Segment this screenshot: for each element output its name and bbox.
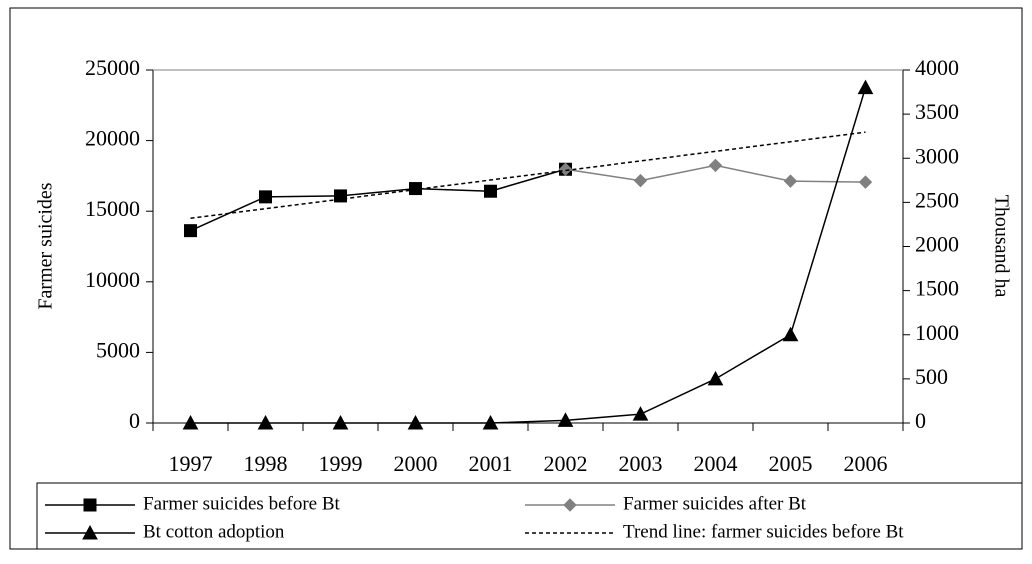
point bbox=[482, 414, 499, 430]
y-tick-label: 20000 bbox=[85, 126, 140, 151]
x-tick-label: 2002 bbox=[544, 451, 588, 476]
y2-tick-label: 1500 bbox=[915, 276, 959, 301]
point bbox=[632, 406, 649, 421]
legend-marker bbox=[563, 498, 577, 512]
point bbox=[557, 412, 574, 427]
point bbox=[257, 414, 274, 430]
y2-tick-label: 2000 bbox=[915, 232, 959, 257]
legend-marker bbox=[82, 524, 98, 540]
point bbox=[708, 158, 723, 173]
point bbox=[334, 189, 347, 203]
x-tick-label: 1999 bbox=[319, 451, 363, 476]
point bbox=[484, 184, 497, 198]
legend-label: Trend line: farmer suicides before Bt bbox=[623, 521, 904, 542]
y2-tick-label: 4000 bbox=[915, 55, 959, 80]
y2-tick-label: 3000 bbox=[915, 143, 959, 168]
legend-label: Bt cotton adoption bbox=[143, 521, 285, 542]
y-tick-label: 15000 bbox=[85, 196, 140, 221]
x-tick-label: 1998 bbox=[244, 451, 288, 476]
point bbox=[407, 414, 424, 430]
point bbox=[782, 326, 799, 342]
y2-tick-label: 0 bbox=[915, 408, 926, 433]
y2-tick-label: 3500 bbox=[915, 99, 959, 124]
x-tick-label: 2005 bbox=[769, 451, 813, 476]
x-tick-label: 1997 bbox=[169, 451, 213, 476]
point bbox=[182, 414, 199, 430]
legend-label: Farmer suicides before Bt bbox=[143, 493, 341, 514]
y-tick-label: 5000 bbox=[96, 337, 140, 362]
legend-marker bbox=[83, 498, 97, 512]
y-tick-label: 10000 bbox=[85, 267, 140, 292]
y-tick-label: 25000 bbox=[85, 55, 140, 80]
y-tick-label: 0 bbox=[129, 408, 140, 433]
x-tick-label: 2003 bbox=[619, 451, 663, 476]
point bbox=[707, 370, 724, 386]
x-tick-label: 2004 bbox=[694, 451, 738, 476]
x-tick-label: 2006 bbox=[844, 451, 888, 476]
y2-tick-label: 2500 bbox=[915, 187, 959, 212]
y-axis-label: Farmer suicides bbox=[35, 182, 57, 309]
point bbox=[783, 174, 798, 188]
point bbox=[558, 162, 573, 176]
legend-box bbox=[36, 482, 1023, 550]
point bbox=[332, 414, 349, 430]
y2-tick-label: 500 bbox=[915, 364, 948, 389]
point bbox=[633, 173, 648, 188]
x-tick-label: 2001 bbox=[469, 451, 513, 476]
point bbox=[857, 79, 874, 95]
x-tick-label: 2000 bbox=[394, 451, 438, 476]
y2-axis-label: Thousand ha bbox=[990, 195, 1012, 298]
series-line bbox=[190, 87, 867, 424]
y2-tick-label: 1000 bbox=[915, 320, 959, 345]
series-line bbox=[190, 131, 866, 220]
legend-label: Farmer suicides after Bt bbox=[623, 493, 807, 514]
point bbox=[858, 175, 873, 189]
point bbox=[259, 190, 272, 204]
series-line bbox=[190, 168, 566, 232]
point bbox=[184, 224, 197, 238]
